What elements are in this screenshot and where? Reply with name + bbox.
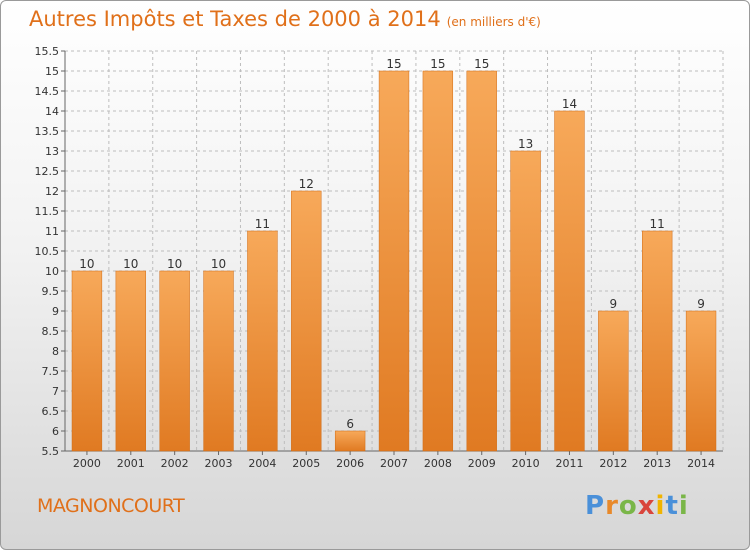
- x-tick-label-2010: 2010: [512, 457, 540, 470]
- x-tick-label-2012: 2012: [599, 457, 627, 470]
- x-tick-label-2003: 2003: [205, 457, 233, 470]
- data-labels: 10 10 10 10 11 12 6 15 15 15 13 14 9 11 9: [79, 57, 705, 431]
- x-tick-label-2000: 2000: [73, 457, 101, 470]
- chart-title-text: Autres Impôts et Taxes de 2000 à 2014: [29, 7, 441, 31]
- y-tick-label: 11: [45, 225, 59, 238]
- bar-2012: [598, 310, 629, 452]
- data-label-2007: 15: [386, 57, 401, 71]
- x-tick-label-2001: 2001: [117, 457, 145, 470]
- x-tick-label-2011: 2011: [555, 457, 583, 470]
- bar-2004: [247, 230, 278, 452]
- bar-2008: [422, 70, 454, 452]
- data-label-2000: 10: [79, 257, 94, 271]
- tick-labels: 5.566.577.588.599.51010.51111.51212.5131…: [35, 45, 716, 470]
- data-label-2012: 9: [610, 297, 618, 311]
- data-label-2010: 13: [518, 137, 533, 151]
- y-tick-label: 5.5: [42, 445, 60, 458]
- x-tick-label-2007: 2007: [380, 457, 408, 470]
- x-tick-label-2014: 2014: [687, 457, 715, 470]
- y-tick-label: 15: [45, 65, 59, 78]
- data-label-2013: 11: [650, 217, 665, 231]
- y-tick-label: 9.5: [42, 285, 60, 298]
- y-tick-label: 15.5: [35, 45, 60, 58]
- y-tick-label: 6.5: [42, 405, 60, 418]
- y-tick-label: 14.5: [35, 85, 60, 98]
- y-tick-label: 13.5: [35, 125, 60, 138]
- y-tick-label: 9: [52, 305, 59, 318]
- x-tick-label-2004: 2004: [248, 457, 276, 470]
- data-label-2004: 11: [255, 217, 270, 231]
- y-tick-label: 14: [45, 105, 59, 118]
- data-label-2009: 15: [474, 57, 489, 71]
- bar-2007: [378, 70, 410, 452]
- data-label-2003: 10: [211, 257, 226, 271]
- x-tick-label-2009: 2009: [468, 457, 496, 470]
- bar-2010: [510, 150, 541, 452]
- y-tick-label: 10.5: [35, 245, 60, 258]
- x-tick-label-2005: 2005: [292, 457, 320, 470]
- x-tick-label-2008: 2008: [424, 457, 452, 470]
- proxiti-logo: Proxiti Proxiti: [585, 491, 689, 521]
- y-tick-label: 7: [52, 385, 59, 398]
- bars: [71, 70, 717, 452]
- data-label-2006: 6: [346, 417, 354, 431]
- data-label-2008: 15: [430, 57, 445, 71]
- x-tick-label-2013: 2013: [643, 457, 671, 470]
- data-label-2002: 10: [167, 257, 182, 271]
- y-tick-label: 11.5: [35, 205, 60, 218]
- bar-2002: [159, 270, 190, 452]
- data-label-2014: 9: [697, 297, 705, 311]
- y-tick-label: 12: [45, 185, 59, 198]
- data-label-2005: 12: [299, 177, 314, 191]
- bar-2011: [554, 110, 585, 452]
- y-tick-label: 13: [45, 145, 59, 158]
- bar-2005: [291, 190, 322, 452]
- x-tick-label-2006: 2006: [336, 457, 364, 470]
- bar-2009: [466, 70, 497, 452]
- y-tick-label: 8: [52, 345, 59, 358]
- bar-2001: [115, 270, 146, 452]
- y-tick-label: 6: [52, 425, 59, 438]
- x-tick-label-2002: 2002: [161, 457, 189, 470]
- bar-2014: [685, 310, 717, 452]
- chart-title: Autres Impôts et Taxes de 2000 à 2014 (en…: [29, 7, 541, 31]
- data-label-2011: 14: [562, 97, 577, 111]
- bar-2006: [334, 430, 366, 452]
- y-tick-label: 12.5: [35, 165, 60, 178]
- y-tick-label: 8.5: [42, 325, 60, 338]
- chart-unit: (en milliers d'€): [446, 15, 541, 29]
- bar-2000: [71, 270, 103, 452]
- y-tick-label: 10: [45, 265, 59, 278]
- y-tick-label: 7.5: [42, 365, 60, 378]
- data-label-2001: 10: [123, 257, 138, 271]
- bar-2013: [642, 230, 673, 452]
- bar-2003: [203, 270, 234, 452]
- commune-name: MAGNONCOURT: [37, 495, 185, 517]
